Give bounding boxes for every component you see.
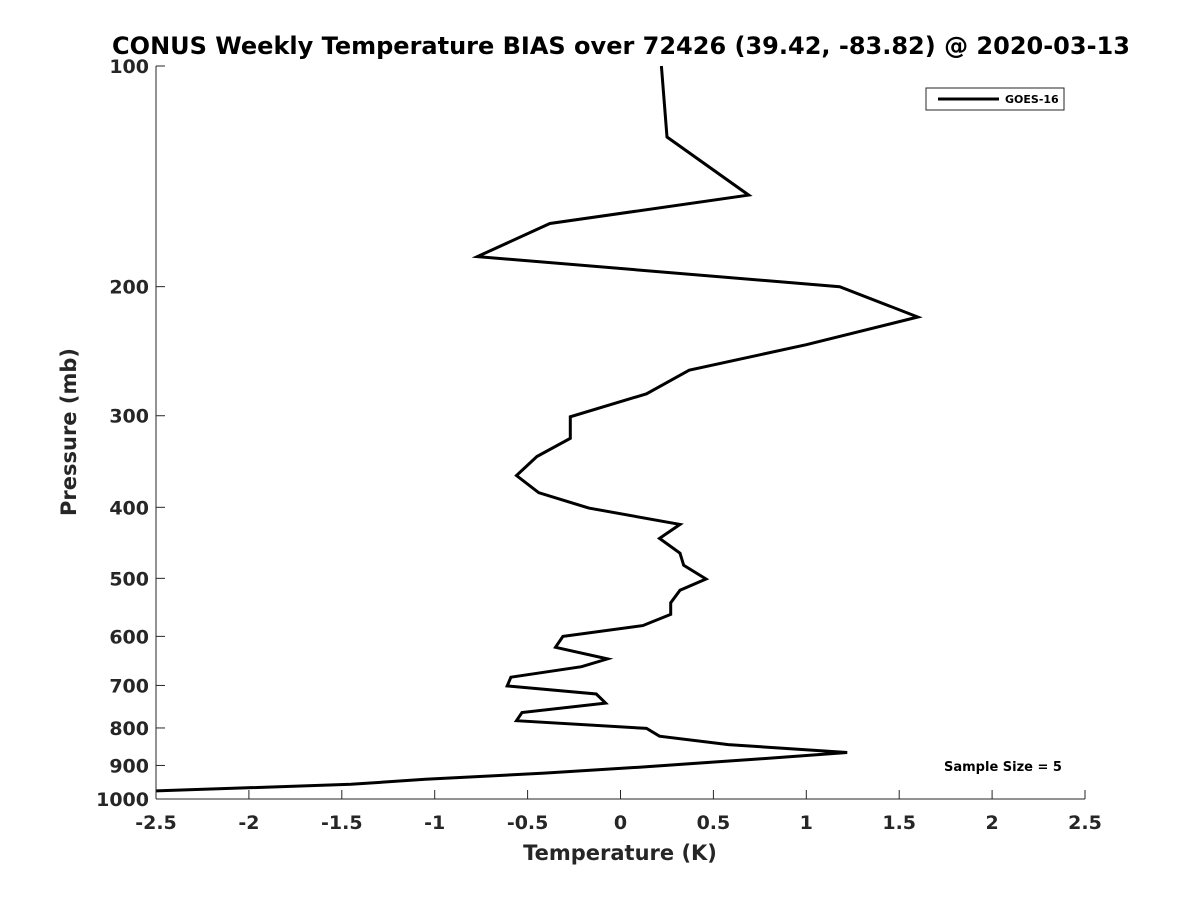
x-tick-label: 0: [614, 812, 627, 834]
series-line-1: [155, 65, 923, 793]
x-tick-label: 2.5: [1068, 812, 1102, 834]
y-tick-label: 200: [109, 277, 149, 299]
x-tick-label: -0.5: [507, 812, 549, 834]
x-tick-label: 2: [985, 812, 998, 834]
y-tick-label: 400: [109, 497, 149, 519]
x-tick-label: -1: [424, 812, 445, 834]
y-axis: 100 200 300 400 500 600 700 800 900 1000: [96, 56, 165, 811]
sample-size-annotation: Sample Size = 5: [944, 760, 1062, 775]
y-tick-label: 100: [109, 56, 149, 78]
y-tick-label: 800: [109, 718, 149, 740]
plot-background: [156, 66, 1085, 799]
x-tick-label: 1: [800, 812, 813, 834]
legend: GOES-16: [925, 87, 1065, 111]
y-tick-label: 900: [109, 755, 149, 777]
y-tick-label: 700: [109, 675, 149, 697]
y-tick-label: 500: [109, 568, 149, 590]
y-tick-label: 600: [109, 626, 149, 648]
y-tick-label: 300: [109, 406, 149, 428]
series-lines: [155, 65, 923, 793]
chart-title: CONUS Weekly Temperature BIAS over 72426…: [112, 32, 1130, 60]
x-axis-label: Temperature (K): [523, 841, 717, 865]
x-tick-label: -1.5: [321, 812, 363, 834]
y-tick-label: 1000: [96, 789, 149, 811]
plot-area: [156, 66, 1085, 799]
legend-label: GOES-16: [1005, 93, 1059, 106]
x-tick-label: -2: [238, 812, 259, 834]
y-axis-label: Pressure (mb): [57, 348, 81, 516]
x-axis: -2.5 -2 -1.5 -1 -0.5 0 0.5 1 1.5 2 2.5: [135, 790, 1102, 834]
x-tick-label: -2.5: [135, 812, 177, 834]
x-tick-label: 1.5: [882, 812, 916, 834]
x-tick-label: 0.5: [697, 812, 731, 834]
